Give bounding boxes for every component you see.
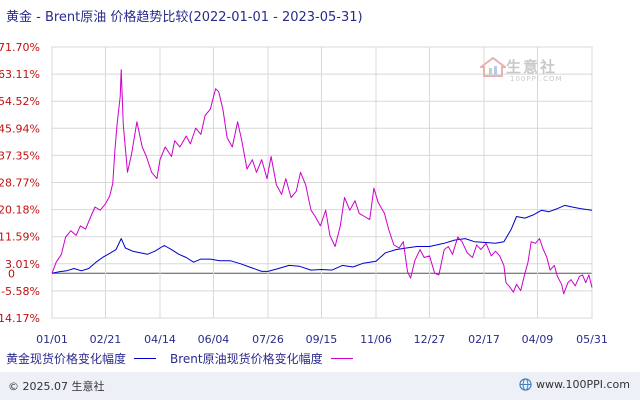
y-tick-label: 54.52% bbox=[0, 95, 40, 108]
watermark-house-icon bbox=[480, 56, 506, 77]
site-link[interactable]: www.100PPI.com bbox=[519, 378, 630, 391]
legend-label-gold: 黄金现货价格变化幅度 bbox=[6, 352, 127, 366]
x-tick-label: 04/09 bbox=[522, 333, 554, 346]
x-tick-label: 09/15 bbox=[306, 333, 338, 346]
series-line-gold bbox=[51, 204, 593, 274]
y-tick-label: 45.94% bbox=[0, 122, 40, 135]
x-tick-label: 02/21 bbox=[90, 333, 122, 346]
y-tick-label: 3.01% bbox=[5, 258, 40, 271]
y-tick-label: -14.17% bbox=[0, 312, 40, 325]
x-tick-label: 04/14 bbox=[144, 333, 176, 346]
price-trend-chart: 71.70% 63.11% 54.52% 45.94% 37.35% 28.77% 20.1… bbox=[0, 41, 608, 346]
watermark: 生意社 100PPI.COM bbox=[480, 56, 562, 83]
series-layer bbox=[51, 69, 593, 295]
legend-swatch-brent bbox=[330, 358, 353, 359]
legend-swatch-gold bbox=[134, 358, 157, 359]
copyright-text: © 2025.07 生意社 bbox=[8, 380, 105, 393]
y-tick-label: 37.35% bbox=[0, 149, 40, 162]
x-tick-label: 02/17 bbox=[468, 333, 500, 346]
x-tick-label: 11/06 bbox=[360, 333, 392, 346]
legend-label-brent: Brent原油现货价格变化幅度 bbox=[170, 352, 323, 366]
axis-layer: 71.70% 63.11% 54.52% 45.94% 37.35% 28.77% 20.1… bbox=[0, 41, 608, 346]
y-tick-label: 28.77% bbox=[0, 176, 40, 189]
x-tick-label: 05/31 bbox=[576, 333, 608, 346]
series-line-brent bbox=[51, 69, 593, 295]
x-tick-label: 07/26 bbox=[252, 333, 284, 346]
grid-layer bbox=[51, 46, 593, 319]
site-url: www.100PPI.com bbox=[536, 378, 630, 391]
x-tick-label: 01/01 bbox=[36, 333, 68, 346]
zero-label: 0 bbox=[8, 267, 15, 280]
y-tick-label: 63.11% bbox=[0, 68, 40, 81]
y-tick-label: 20.18% bbox=[0, 204, 40, 217]
x-tick-label: 06/04 bbox=[198, 333, 230, 346]
watermark-subtext: 100PPI.COM bbox=[510, 75, 563, 83]
watermark-text: 生意社 bbox=[506, 58, 558, 76]
chart-title: 黄金 - Brent原油 价格趋势比较(2022-01-01 - 2023-05… bbox=[6, 10, 363, 25]
x-tick-label: 12/27 bbox=[414, 333, 446, 346]
footer-bar: © 2025.07 生意社 www.100PPI.com bbox=[0, 372, 640, 400]
y-tick-label: -5.58% bbox=[1, 285, 40, 298]
y-tick-label: 71.70% bbox=[0, 41, 40, 54]
chart-legend: 黄金现货价格变化幅度 Brent原油现货价格变化幅度 bbox=[6, 350, 367, 367]
y-tick-label: 11.59% bbox=[0, 231, 40, 244]
globe-icon bbox=[519, 378, 532, 391]
